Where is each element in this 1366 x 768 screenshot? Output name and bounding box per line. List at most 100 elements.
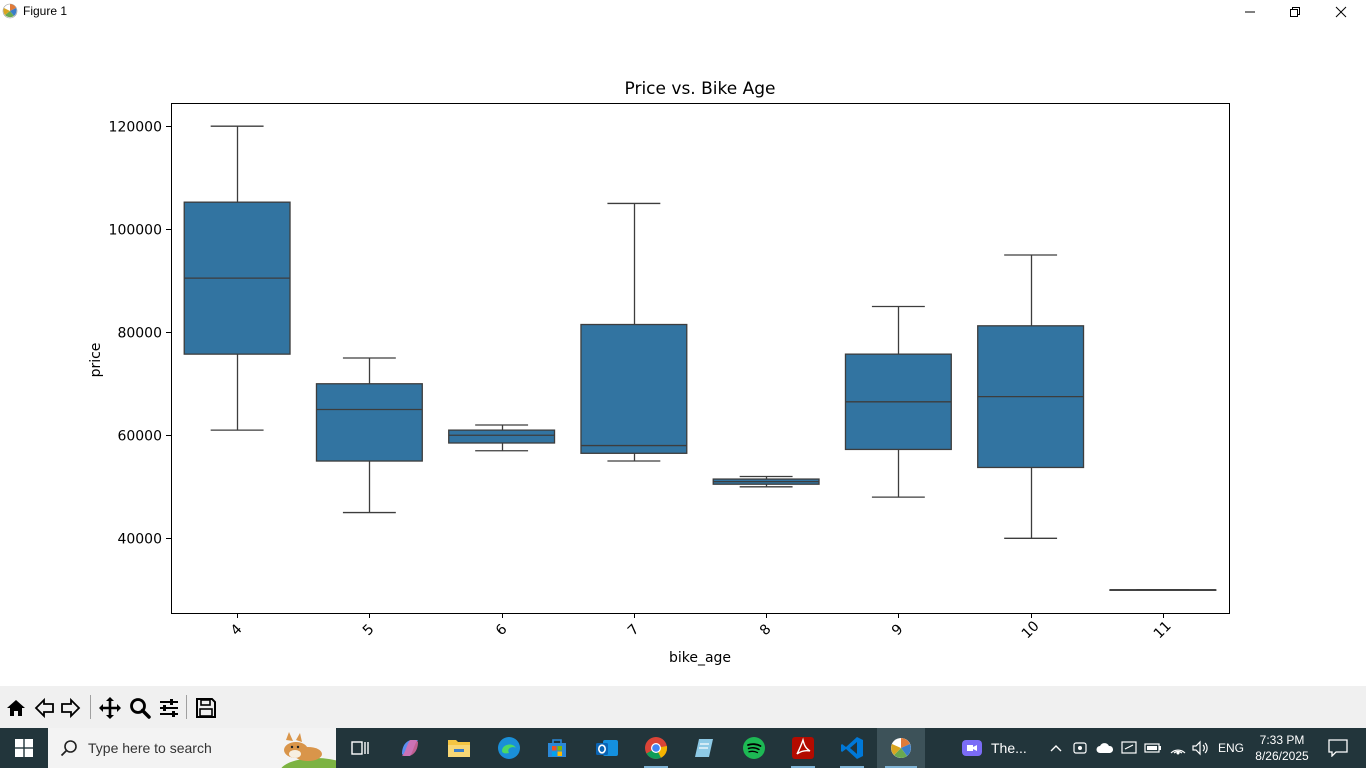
- back-icon: [34, 697, 54, 719]
- matplotlib-app-icon: [2, 3, 18, 19]
- close-button[interactable]: [1318, 0, 1364, 24]
- taskbar-matplotlib-figure[interactable]: [877, 728, 925, 768]
- show-hidden-icons-button[interactable]: [1046, 728, 1066, 768]
- running-indicator: [840, 766, 864, 768]
- plot-frame: [171, 103, 1230, 614]
- taskbar-notepad[interactable]: [685, 728, 725, 768]
- tray-battery[interactable]: [1143, 728, 1163, 768]
- box-7: [580, 323, 688, 454]
- taskbar-zoom-meeting[interactable]: The...: [958, 728, 1038, 768]
- save-button[interactable]: [193, 695, 219, 721]
- taskbar-acrobat[interactable]: [783, 728, 823, 768]
- search-highlight-corgi-icon: [281, 732, 336, 768]
- search-icon: [60, 740, 77, 757]
- zoom-icon: [130, 698, 151, 719]
- y-tick-label: 80000: [117, 326, 162, 342]
- chart-title: Price vs. Bike Age: [625, 79, 776, 99]
- taskbar-edge[interactable]: [489, 728, 529, 768]
- close-icon: [1335, 6, 1347, 18]
- file-explorer-icon: [448, 740, 470, 757]
- home-icon: [7, 700, 25, 716]
- running-indicator: [791, 766, 815, 768]
- pan-icon: [99, 697, 121, 719]
- forward-button[interactable]: [58, 695, 84, 721]
- x-tick-label: 4: [228, 621, 246, 639]
- x-tick-label: 5: [360, 621, 378, 639]
- x-tick-label: 9: [889, 621, 907, 639]
- chrome-icon: [645, 737, 668, 759]
- task-view-icon: [351, 741, 369, 755]
- minimize-button[interactable]: [1227, 0, 1273, 24]
- home-button[interactable]: [3, 695, 29, 721]
- y-tick-label: 120000: [109, 120, 162, 136]
- windows-logo-icon: [15, 739, 33, 757]
- chevron-up-icon: [1050, 745, 1062, 752]
- spotify-icon: [743, 737, 765, 759]
- y-tick-label: 40000: [117, 532, 162, 548]
- taskbar-spotify[interactable]: [734, 728, 774, 768]
- clock-time: 7:33 PM: [1259, 733, 1305, 747]
- windows-taskbar: Type here to search: [0, 728, 1366, 768]
- taskbar-outlook[interactable]: [587, 728, 627, 768]
- notification-icon: [1328, 739, 1348, 757]
- box-plot-chart: Price vs. Bike Age bike_age price 40000 6…: [88, 79, 1230, 666]
- taskbar-search-box[interactable]: Type here to search: [48, 728, 336, 768]
- x-tick-label: 8: [757, 621, 775, 639]
- taskbar-microsoft-store[interactable]: [537, 728, 577, 768]
- x-tick-label: 6: [493, 621, 511, 639]
- outlook-icon: [596, 740, 618, 756]
- minimize-icon: [1245, 11, 1255, 13]
- taskbar-copilot[interactable]: [390, 728, 430, 768]
- tray-app-status[interactable]: [1119, 728, 1139, 768]
- pan-button[interactable]: [97, 695, 123, 721]
- save-icon: [196, 698, 216, 718]
- y-tick-label: 100000: [109, 223, 162, 239]
- configure-subplots-icon: [160, 699, 178, 717]
- copilot-icon: [402, 740, 418, 756]
- notification-center-button[interactable]: [1318, 728, 1358, 768]
- task-view-button[interactable]: [340, 728, 380, 768]
- toolbar-separator: [186, 695, 187, 719]
- forward-icon: [61, 697, 81, 719]
- acrobat-icon: [792, 737, 814, 759]
- tray-meet-now[interactable]: [1070, 728, 1090, 768]
- x-tick-label: 11: [1151, 618, 1175, 642]
- window-title: Figure 1: [23, 4, 68, 18]
- restore-icon: [1290, 7, 1300, 17]
- box-6: [448, 429, 556, 444]
- box-5: [315, 383, 423, 462]
- back-button[interactable]: [31, 695, 57, 721]
- x-tick-label: 10: [1019, 618, 1043, 642]
- restore-button[interactable]: [1272, 0, 1318, 24]
- speaker-icon: [1192, 740, 1208, 756]
- x-tick-label: 7: [625, 621, 643, 639]
- monitor-status-icon: [1121, 741, 1137, 754]
- tray-clock[interactable]: 7:33 PM 8/26/2025: [1250, 728, 1314, 768]
- start-button[interactable]: [0, 728, 48, 768]
- y-tick-label: 60000: [117, 429, 162, 445]
- taskbar-chrome[interactable]: [636, 728, 676, 768]
- matplotlib-toolbar: [0, 686, 1366, 728]
- tray-volume[interactable]: [1191, 728, 1211, 768]
- x-axis-label: bike_age: [669, 650, 731, 666]
- tray-onedrive[interactable]: [1094, 728, 1116, 768]
- tray-input-language[interactable]: ENG: [1214, 728, 1248, 768]
- clock-date: 8/26/2025: [1255, 749, 1309, 763]
- camera-icon: [1073, 742, 1087, 754]
- tray-network[interactable]: [1167, 728, 1189, 768]
- notepad-icon: [695, 739, 713, 757]
- window-title-bar: Figure 1: [0, 0, 1366, 26]
- zoom-button[interactable]: [127, 695, 153, 721]
- y-axis-label: price: [88, 343, 104, 378]
- zoom-video-icon: [962, 740, 982, 756]
- taskbar-file-explorer[interactable]: [439, 728, 479, 768]
- taskbar-vscode[interactable]: [832, 728, 872, 768]
- running-indicator: [885, 766, 917, 768]
- wifi-icon: [1170, 749, 1186, 755]
- zoom-meeting-label: The...: [991, 740, 1027, 756]
- search-placeholder: Type here to search: [88, 740, 212, 756]
- configure-subplots-button[interactable]: [156, 695, 182, 721]
- vscode-icon: [841, 737, 863, 759]
- language-indicator: ENG: [1217, 741, 1244, 755]
- matplotlib-icon: [891, 738, 911, 758]
